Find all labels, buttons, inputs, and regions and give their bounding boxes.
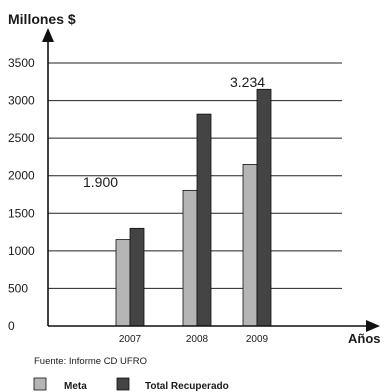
x-axis-arrow xyxy=(366,320,380,332)
annotations: 1.900 3.234 xyxy=(83,74,265,190)
axes xyxy=(42,28,380,332)
bar-meta-2008 xyxy=(182,189,198,327)
legend: Meta Total Recuperado xyxy=(33,377,229,392)
y-tick-label: 2500 xyxy=(8,131,35,145)
y-tick-label: 500 xyxy=(8,281,28,295)
bar-total-recuperado-2009 xyxy=(256,88,272,327)
y-tick-label: 1000 xyxy=(8,244,35,258)
source-note: Fuente: Informe CD UFRO xyxy=(34,356,147,367)
bar-total-recuperado-2008 xyxy=(196,113,212,327)
x-axis-title: Años xyxy=(348,331,381,346)
bars xyxy=(115,88,272,327)
y-tick-label: 3000 xyxy=(8,94,35,108)
y-axis-title: Millones $ xyxy=(8,11,76,27)
y-tick-label: 2000 xyxy=(8,169,35,183)
data-annotation: 3.234 xyxy=(230,74,265,90)
x-tick-label: 2009 xyxy=(246,334,269,345)
legend-swatch xyxy=(116,377,130,391)
legend-swatch xyxy=(33,377,47,391)
y-tick-label: 1500 xyxy=(8,206,35,220)
y-axis-arrow xyxy=(42,28,54,42)
y-tick-label: 3500 xyxy=(8,56,35,70)
data-annotation: 1.900 xyxy=(83,174,118,190)
bar-total-recuperado-2007 xyxy=(129,227,145,327)
x-axis-ticks: 2007 2008 2009 xyxy=(119,334,269,345)
bar-meta-2007 xyxy=(115,239,131,327)
y-axis-ticks: 0 500 1000 1500 2000 2500 3000 3500 xyxy=(8,56,35,333)
x-tick-label: 2008 xyxy=(186,334,209,345)
bar-meta-2009 xyxy=(242,164,258,327)
legend-label: Meta xyxy=(64,381,87,392)
y-tick-label: 0 xyxy=(8,319,15,333)
legend-label: Total Recuperado xyxy=(145,381,229,392)
x-tick-label: 2007 xyxy=(119,334,142,345)
